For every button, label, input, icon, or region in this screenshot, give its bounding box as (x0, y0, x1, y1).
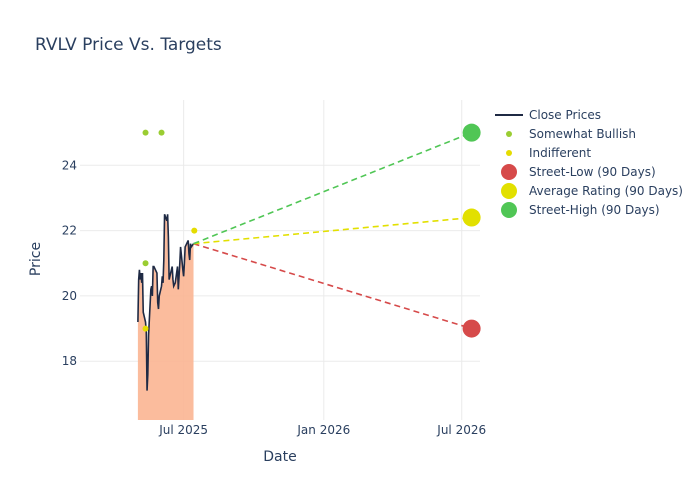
legend-target-0-label: Street-Low (90 Days) (529, 165, 656, 179)
legend-indifferent-swatch (506, 150, 512, 156)
legend-target-1-label: Average Rating (90 Days) (529, 184, 683, 198)
legend: Close Prices Somewhat Bullish Indifferent S… (495, 108, 683, 218)
somewhat-bullish-point (142, 260, 149, 267)
y-tick-label: 20 (62, 289, 77, 303)
target-line-1 (193, 216, 472, 245)
somewhat-bullish-point (142, 129, 149, 136)
legend-target-1-swatch (501, 183, 517, 199)
tick-layer: 18 20 22 24 Jul 2025 Jan 2026 Jul 2026 (62, 158, 486, 437)
legend-target-0-swatch (501, 164, 517, 180)
y-tick-label: 18 (62, 354, 77, 368)
legend-indifferent-label: Indifferent (529, 146, 591, 160)
target-marker-2 (462, 123, 481, 142)
indifferent-point (191, 227, 198, 234)
target-marker-0 (462, 319, 481, 338)
x-tick-label: Jul 2025 (158, 423, 208, 437)
y-tick-label: 24 (62, 158, 77, 172)
y-axis-title: Price (28, 242, 44, 276)
marker-layer (142, 123, 481, 338)
close-price-area (137, 214, 194, 420)
x-tick-label: Jan 2026 (296, 423, 350, 437)
legend-somewhat-bullish-label: Somewhat Bullish (529, 127, 636, 141)
line-layer (137, 131, 472, 391)
chart-title: RVLV Price Vs. Targets (35, 35, 222, 55)
x-axis-title: Date (263, 449, 296, 465)
legend-close-prices-label: Close Prices (529, 108, 601, 122)
somewhat-bullish-point (158, 129, 165, 136)
y-tick-label: 22 (62, 224, 77, 238)
legend-somewhat-bullish-swatch (506, 131, 512, 137)
close-price-line (137, 214, 195, 391)
target-marker-1 (462, 208, 481, 227)
target-line-0 (193, 242, 472, 330)
legend-target-2-label: Street-High (90 Days) (529, 203, 660, 217)
area-layer (137, 214, 194, 420)
x-tick-label: Jul 2026 (436, 423, 486, 437)
legend-target-2-swatch (501, 202, 517, 218)
indifferent-point (142, 325, 149, 332)
